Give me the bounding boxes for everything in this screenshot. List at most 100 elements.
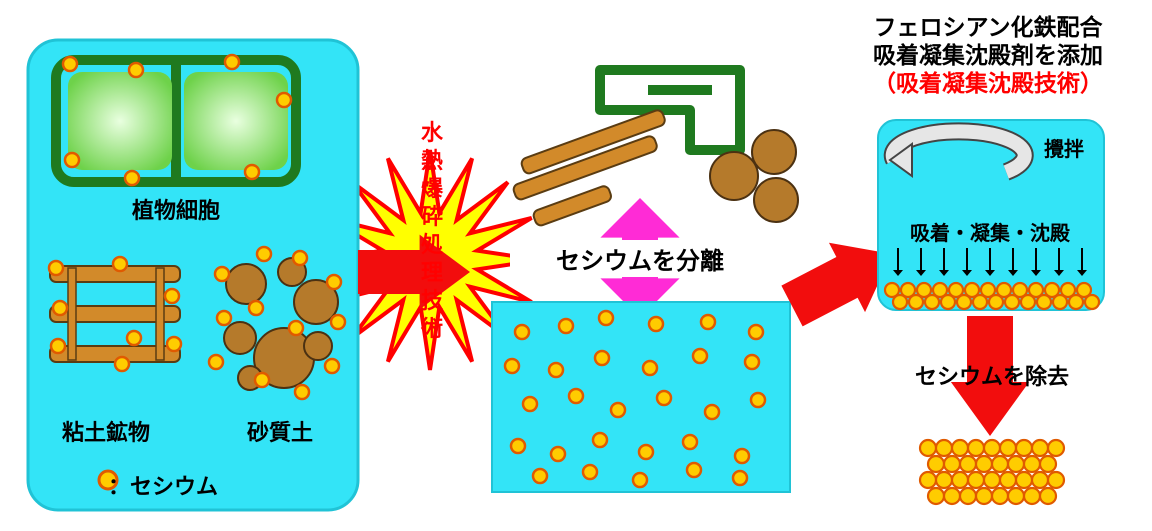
cesium-dot — [701, 315, 715, 329]
cesium-dot — [65, 153, 79, 167]
cesium-dot — [944, 456, 960, 472]
cesium-dot — [583, 465, 597, 479]
cesium-dot — [505, 359, 519, 373]
cesium-dot — [984, 472, 1000, 488]
cesium-dot — [687, 463, 701, 477]
starburst-label-char: 理 — [421, 260, 443, 285]
cesium-dot — [745, 355, 759, 369]
cesium-dot — [989, 295, 1003, 309]
cesium-legend-text: ：セシウム — [108, 469, 288, 501]
starburst-label-char: 技 — [421, 288, 444, 313]
cesium-dot — [569, 389, 583, 403]
cesium-dot — [595, 351, 609, 365]
cesium-dot — [1037, 295, 1051, 309]
cesium-dot — [257, 247, 271, 261]
cesium-dot — [245, 165, 259, 179]
cesium-dot — [125, 171, 139, 185]
cesium-dot — [633, 473, 647, 487]
cesium-dot — [217, 311, 231, 325]
cesium-dot — [1040, 456, 1056, 472]
cesium-dot — [733, 471, 747, 485]
adsorb-label: 吸着・凝集・沈殿 — [880, 217, 1100, 246]
cesium-dot — [909, 295, 923, 309]
cesium-dot — [992, 488, 1008, 504]
cesium-dot — [1048, 440, 1064, 456]
cesium-dot — [1024, 456, 1040, 472]
cesium-dot — [683, 435, 697, 449]
cesium-dot — [599, 311, 613, 325]
cesium-dot — [941, 295, 955, 309]
cesium-dot — [1021, 295, 1035, 309]
cesium-dot — [549, 363, 563, 377]
starburst-label-char: 熱 — [421, 148, 443, 173]
cesium-dot — [957, 295, 971, 309]
cesium-dot — [551, 447, 565, 461]
cesium-dot — [1008, 456, 1024, 472]
cesium-dot — [735, 449, 749, 463]
cesium-dot — [165, 289, 179, 303]
clay-label: 粘土鉱物 — [6, 415, 206, 447]
cesium-dot — [255, 373, 269, 387]
cesium-dot — [51, 339, 65, 353]
title-line3: （吸着凝集沈殿技術） — [838, 64, 1138, 98]
cesium-dot — [944, 488, 960, 504]
cesium-dot — [511, 439, 525, 453]
cesium-dot — [277, 93, 291, 107]
debris-ball — [710, 152, 758, 200]
cesium-dot — [63, 57, 77, 71]
cesium-dot — [1000, 472, 1016, 488]
cesium-dot — [1085, 295, 1099, 309]
cesium-dot — [113, 257, 127, 271]
debris-ball — [752, 130, 796, 174]
cesium-dot — [643, 361, 657, 375]
cesium-dot — [968, 472, 984, 488]
cesium-dot — [1032, 440, 1048, 456]
cesium-dot — [1040, 488, 1056, 504]
starburst-label-char: 術 — [420, 316, 443, 341]
cesium-dot — [749, 325, 763, 339]
cesium-dot — [657, 391, 671, 405]
separation-label: セシウムを分離 — [510, 240, 770, 277]
cesium-dot — [936, 472, 952, 488]
cesium-dot — [920, 440, 936, 456]
cesium-dot — [1069, 295, 1083, 309]
cesium-dot — [893, 295, 907, 309]
cell-label: 植物細胞 — [76, 193, 276, 225]
cesium-dot — [936, 440, 952, 456]
cesium-dot — [1016, 472, 1032, 488]
cesium-dot — [976, 456, 992, 472]
cesium-dot — [976, 488, 992, 504]
cesium-dot — [289, 321, 303, 335]
sand-grain — [224, 322, 256, 354]
cesium-dot — [295, 385, 309, 399]
cesium-dot — [639, 445, 653, 459]
cesium-dot — [327, 275, 341, 289]
cesium-dot — [1048, 472, 1064, 488]
starburst-label-char: 処 — [421, 232, 443, 257]
cesium-dot — [960, 488, 976, 504]
cesium-dot — [249, 301, 263, 315]
sand-grain — [304, 332, 332, 360]
cesium-dot — [1016, 440, 1032, 456]
cesium-dot — [1008, 488, 1024, 504]
cesium-dot — [1053, 295, 1067, 309]
cesium-dot — [952, 440, 968, 456]
cesium-dot — [533, 469, 547, 483]
sand-label: 砂質土 — [180, 415, 380, 447]
diagram-stage: 水熱爆砕処理技術 植物細胞 粘土鉱物 砂質土 ：セシウム セシウムを分離 攪拌 … — [0, 0, 1152, 531]
starburst-label-char: 爆 — [421, 176, 444, 201]
clay-post — [156, 268, 164, 360]
cesium-dot — [593, 433, 607, 447]
cesium-dot — [325, 359, 339, 373]
cesium-dot — [53, 301, 67, 315]
cesium-dot — [928, 456, 944, 472]
starburst-label-char: 水 — [421, 120, 444, 145]
clay-post — [68, 268, 76, 360]
starburst-label-char: 砕 — [421, 204, 443, 229]
cesium-dot — [167, 337, 181, 351]
debris-ball — [754, 178, 798, 222]
cesium-dot — [920, 472, 936, 488]
remove-label: セシウムを除去 — [882, 359, 1102, 391]
cesium-dot — [928, 488, 944, 504]
cesium-dot — [1032, 472, 1048, 488]
